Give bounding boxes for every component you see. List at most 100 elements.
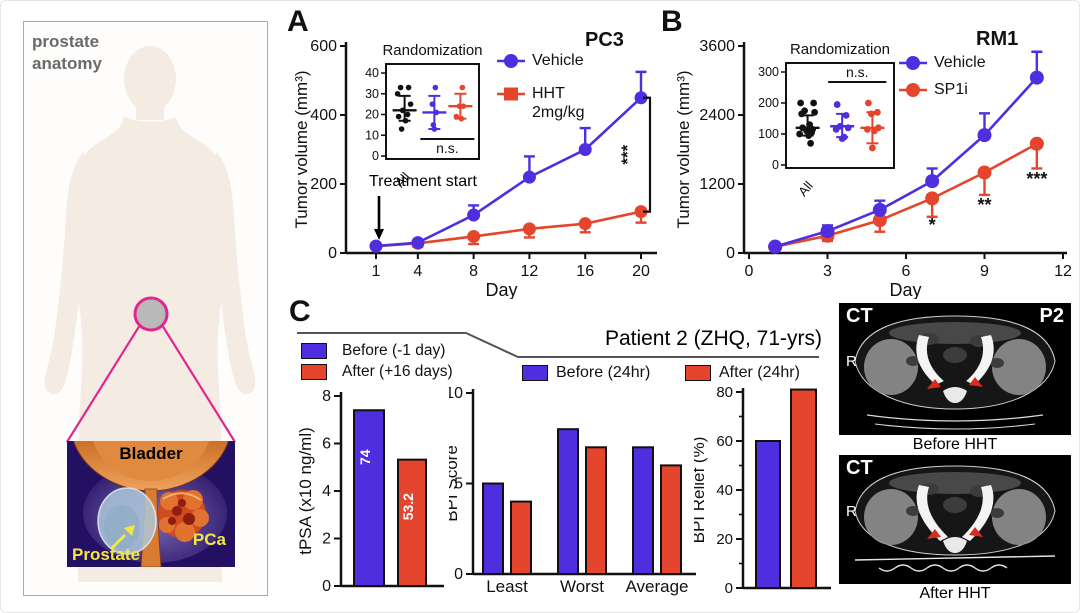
svg-text:3: 3: [823, 263, 832, 280]
prostate-label: Prostate: [72, 545, 141, 564]
legend-label-sp1i: SP1i: [934, 80, 968, 98]
svg-text:4: 4: [413, 263, 422, 280]
before-24hr-swatch: [522, 365, 548, 381]
pc3-legend: Vehicle HHT 2mg/kg: [497, 51, 584, 122]
pc3-inset-title: Randomization: [382, 42, 482, 59]
bladder-label: Bladder: [119, 444, 183, 463]
bpi-score-chart: 0 5 10 BPI Score Least Worst Average: [449, 385, 696, 596]
legend-row-hht: HHT: [497, 84, 584, 103]
tpsa-ylabel: tPSA (x10 ng/ml): [297, 427, 315, 555]
svg-text:40: 40: [716, 482, 733, 499]
pc3-series-vehicle: [369, 70, 648, 253]
pc3-inset-group-hht-2mg/kg: [448, 84, 473, 122]
svg-text:20: 20: [716, 531, 733, 548]
svg-text:10: 10: [449, 385, 463, 402]
rm1-ylabel: Tumor volume (mm³): [674, 70, 693, 228]
legend-label-hht: HHT: [532, 84, 565, 102]
pc3-significance: ***: [618, 96, 652, 213]
pc3-inset-group-all: [392, 84, 417, 132]
lesion-arrows-icon: [927, 377, 983, 389]
svg-text:600: 600: [310, 38, 337, 55]
after-hht-caption: After HHT: [919, 585, 991, 602]
header-divider-line: [297, 332, 819, 358]
prostate-arrow-icon: [109, 525, 135, 551]
legend-label-after-psa: After (+16 days): [342, 362, 453, 380]
anatomy-inset: Bladder Prostate PCa: [67, 441, 235, 567]
sp1i-circle-marker-icon: [899, 81, 927, 99]
pc3-series-hht-2mg/kg: [369, 205, 648, 253]
scanner-table-lines: [854, 555, 1056, 572]
scanner-table-lines: [866, 414, 1044, 430]
bpi_score-category-average: Average: [625, 577, 688, 596]
rm1-ns-label: n.s.: [846, 64, 869, 80]
prostate-anatomy-panel: prostate anatomy Bladder Prostate PCa: [23, 21, 268, 596]
svg-text:5: 5: [454, 476, 463, 493]
pc3-inset-group-vehicle: [422, 84, 447, 132]
panel-a-label: A: [287, 5, 309, 38]
legend-label-vehicle-b: Vehicle: [934, 53, 986, 71]
pelvis-zoom-circle-icon: [133, 296, 169, 332]
patient-title: Patient 2 (ZHQ, 71-yrs): [604, 327, 822, 350]
legend-row-sp1i: SP1i: [899, 80, 986, 99]
pca-tumor-shape: [158, 490, 209, 542]
svg-text:200: 200: [310, 176, 337, 193]
bpi_score-category-worst: Worst: [560, 577, 604, 596]
bladder-shape: [72, 441, 230, 492]
pc3-xlabel: Day: [485, 280, 517, 299]
bpi_relief-bar-0: [755, 440, 781, 589]
svg-text:40: 40: [365, 66, 379, 80]
tpsa-bar-0: 74: [353, 409, 385, 587]
rm1-title: RM1: [976, 28, 1019, 50]
svg-text:10: 10: [365, 128, 379, 142]
svg-text:9: 9: [980, 263, 989, 280]
rm1-legend: Vehicle SP1i: [899, 53, 986, 99]
legend-row-hht-dose: 2mg/kg: [532, 103, 584, 122]
bpi_score-category-least: Least: [486, 577, 528, 596]
legend-label-before-24hr: Before (24hr): [556, 364, 651, 381]
after-swatch: [301, 363, 327, 380]
rm1-xlabel: Day: [889, 280, 921, 299]
prostate-illustration: [67, 441, 235, 567]
svg-text:0: 0: [745, 263, 754, 280]
rm1-axes: 0 1200 2400 3600 0 3 6 9 12 Day Tumor volume (mm³): [674, 38, 1072, 299]
pc3-ylabel: Tumor volume (mm³): [292, 70, 311, 228]
rm1-series-vehicle: [768, 50, 1044, 254]
psa-legend: Before (-1 day) After (+16 days): [301, 340, 453, 382]
before-swatch: [301, 342, 327, 359]
bpi-legend-before: Before (24hr): [522, 364, 651, 381]
svg-text:12: 12: [521, 263, 539, 280]
svg-text:12: 12: [1054, 263, 1072, 280]
rm1-inset-xlabel: All: [795, 178, 816, 199]
bpi_relief-axes: 0 20 40 60 80 BPI Relief (%): [694, 384, 831, 597]
hht-square-marker-icon: [497, 85, 525, 103]
svg-text:300: 300: [758, 65, 779, 79]
svg-text:20: 20: [632, 263, 650, 280]
before-hht-caption: Before HHT: [912, 436, 998, 453]
svg-text:2: 2: [322, 531, 331, 548]
svg-text:6: 6: [902, 263, 911, 280]
svg-text:0: 0: [726, 245, 735, 262]
svg-text:0: 0: [322, 578, 331, 595]
rm1-inset-title: Randomization: [790, 41, 890, 58]
pelvis-cross-section: [854, 315, 1056, 410]
svg-text:*: *: [929, 215, 936, 235]
magnifier-callout: [66, 296, 236, 443]
prostate-shape: [97, 487, 157, 555]
bpi_score-bar-average-0: [632, 446, 654, 575]
pc3-ns-label: n.s.: [436, 140, 459, 156]
bpi_score-ylabel: BPI Score: [449, 445, 461, 522]
bpi_score-bar-worst-1: [585, 446, 607, 575]
legend-row-vehicle-b: Vehicle: [899, 53, 986, 72]
patient-tag-label: P2: [1039, 305, 1064, 327]
svg-text:1: 1: [372, 263, 381, 280]
vehicle-circle-marker-icon: [497, 52, 525, 70]
legend-row-vehicle: Vehicle: [497, 51, 584, 70]
ct-before-scan: [839, 303, 1071, 435]
svg-text:2400: 2400: [699, 107, 735, 124]
rm1-chart: 0 1200 2400 3600 0 3 6 9 12 Day Tumor volume (mm³)…: [674, 38, 1072, 299]
svg-text:**: **: [977, 195, 991, 215]
tpsa-chart: 0 2 4 6 8 tPSA (x10 ng/ml) 74 53.2: [297, 388, 444, 595]
ct-before-image: CT P2 R: [839, 303, 1071, 435]
